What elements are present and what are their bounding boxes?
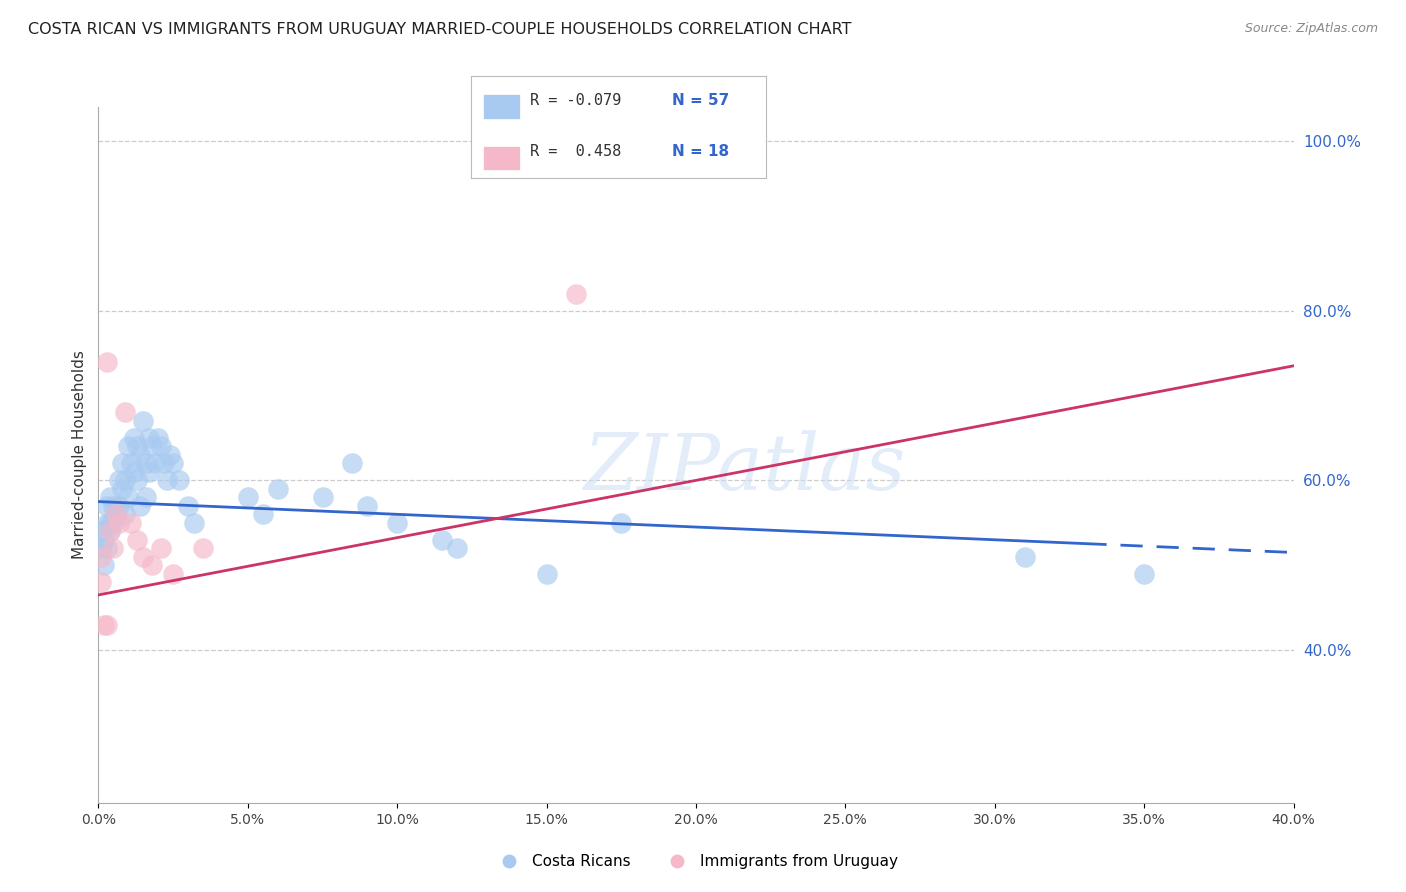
Point [156,474,179,488]
Point [93,533,115,547]
Point [135,491,157,505]
Point [138,465,160,479]
Point [103,541,125,556]
Point [93,617,115,632]
Point [124,431,146,445]
Point [100,524,122,539]
Point [565,286,588,301]
Point [111,482,134,496]
Point [183,516,205,530]
Point [100,524,122,539]
Point [1133,566,1156,581]
Point [135,457,157,471]
Point [100,491,122,505]
Point [96,516,118,530]
Y-axis label: Married-couple Households: Married-couple Households [72,351,87,559]
Point [129,448,152,462]
Point [150,439,173,453]
Point [90,541,112,556]
Point [236,491,259,505]
Point [111,457,134,471]
FancyBboxPatch shape [482,145,520,170]
Point [267,482,290,496]
Point [446,541,468,556]
Point [138,431,160,445]
Point [162,457,184,471]
Point [120,457,142,471]
Point [127,439,149,453]
Point [105,508,128,522]
Point [129,499,152,513]
Point [108,499,131,513]
Point [150,541,173,556]
Point [141,439,163,453]
Point [90,549,112,564]
Point [96,541,118,556]
Point [610,516,633,530]
Point [114,474,136,488]
Point [132,414,155,428]
Legend: Costa Ricans, Immigrants from Uruguay: Costa Ricans, Immigrants from Uruguay [488,848,904,875]
Point [117,491,139,505]
Text: ZIPatlas: ZIPatlas [582,431,905,507]
Point [148,431,170,445]
Point [96,354,118,368]
Point [356,499,378,513]
Point [114,508,136,522]
Point [105,508,128,522]
Point [430,533,453,547]
Point [96,617,118,632]
Point [177,499,200,513]
Point [536,566,558,581]
Point [117,439,139,453]
Point [120,516,142,530]
Point [159,448,181,462]
Point [162,566,184,581]
Point [311,491,333,505]
Text: Source: ZipAtlas.com: Source: ZipAtlas.com [1244,22,1378,36]
Text: R = -0.079: R = -0.079 [530,93,621,108]
Point [90,524,112,539]
Point [93,558,115,573]
Point [114,405,136,419]
Point [141,558,163,573]
Point [143,457,166,471]
Point [100,516,122,530]
Point [191,541,214,556]
Text: R =  0.458: R = 0.458 [530,145,621,160]
Point [127,533,149,547]
Point [252,508,274,522]
Point [108,474,131,488]
Point [90,575,112,590]
Point [124,465,146,479]
Point [342,457,364,471]
Text: N = 18: N = 18 [672,145,728,160]
Point [127,474,149,488]
Text: COSTA RICAN VS IMMIGRANTS FROM URUGUAY MARRIED-COUPLE HOUSEHOLDS CORRELATION CHA: COSTA RICAN VS IMMIGRANTS FROM URUGUAY M… [28,22,852,37]
Point [153,457,176,471]
FancyBboxPatch shape [482,95,520,119]
Point [103,516,125,530]
Point [385,516,409,530]
Text: N = 57: N = 57 [672,93,730,108]
Point [132,549,155,564]
Point [167,474,190,488]
Point [108,516,131,530]
Point [103,499,125,513]
Point [1014,549,1036,564]
Point [96,499,118,513]
